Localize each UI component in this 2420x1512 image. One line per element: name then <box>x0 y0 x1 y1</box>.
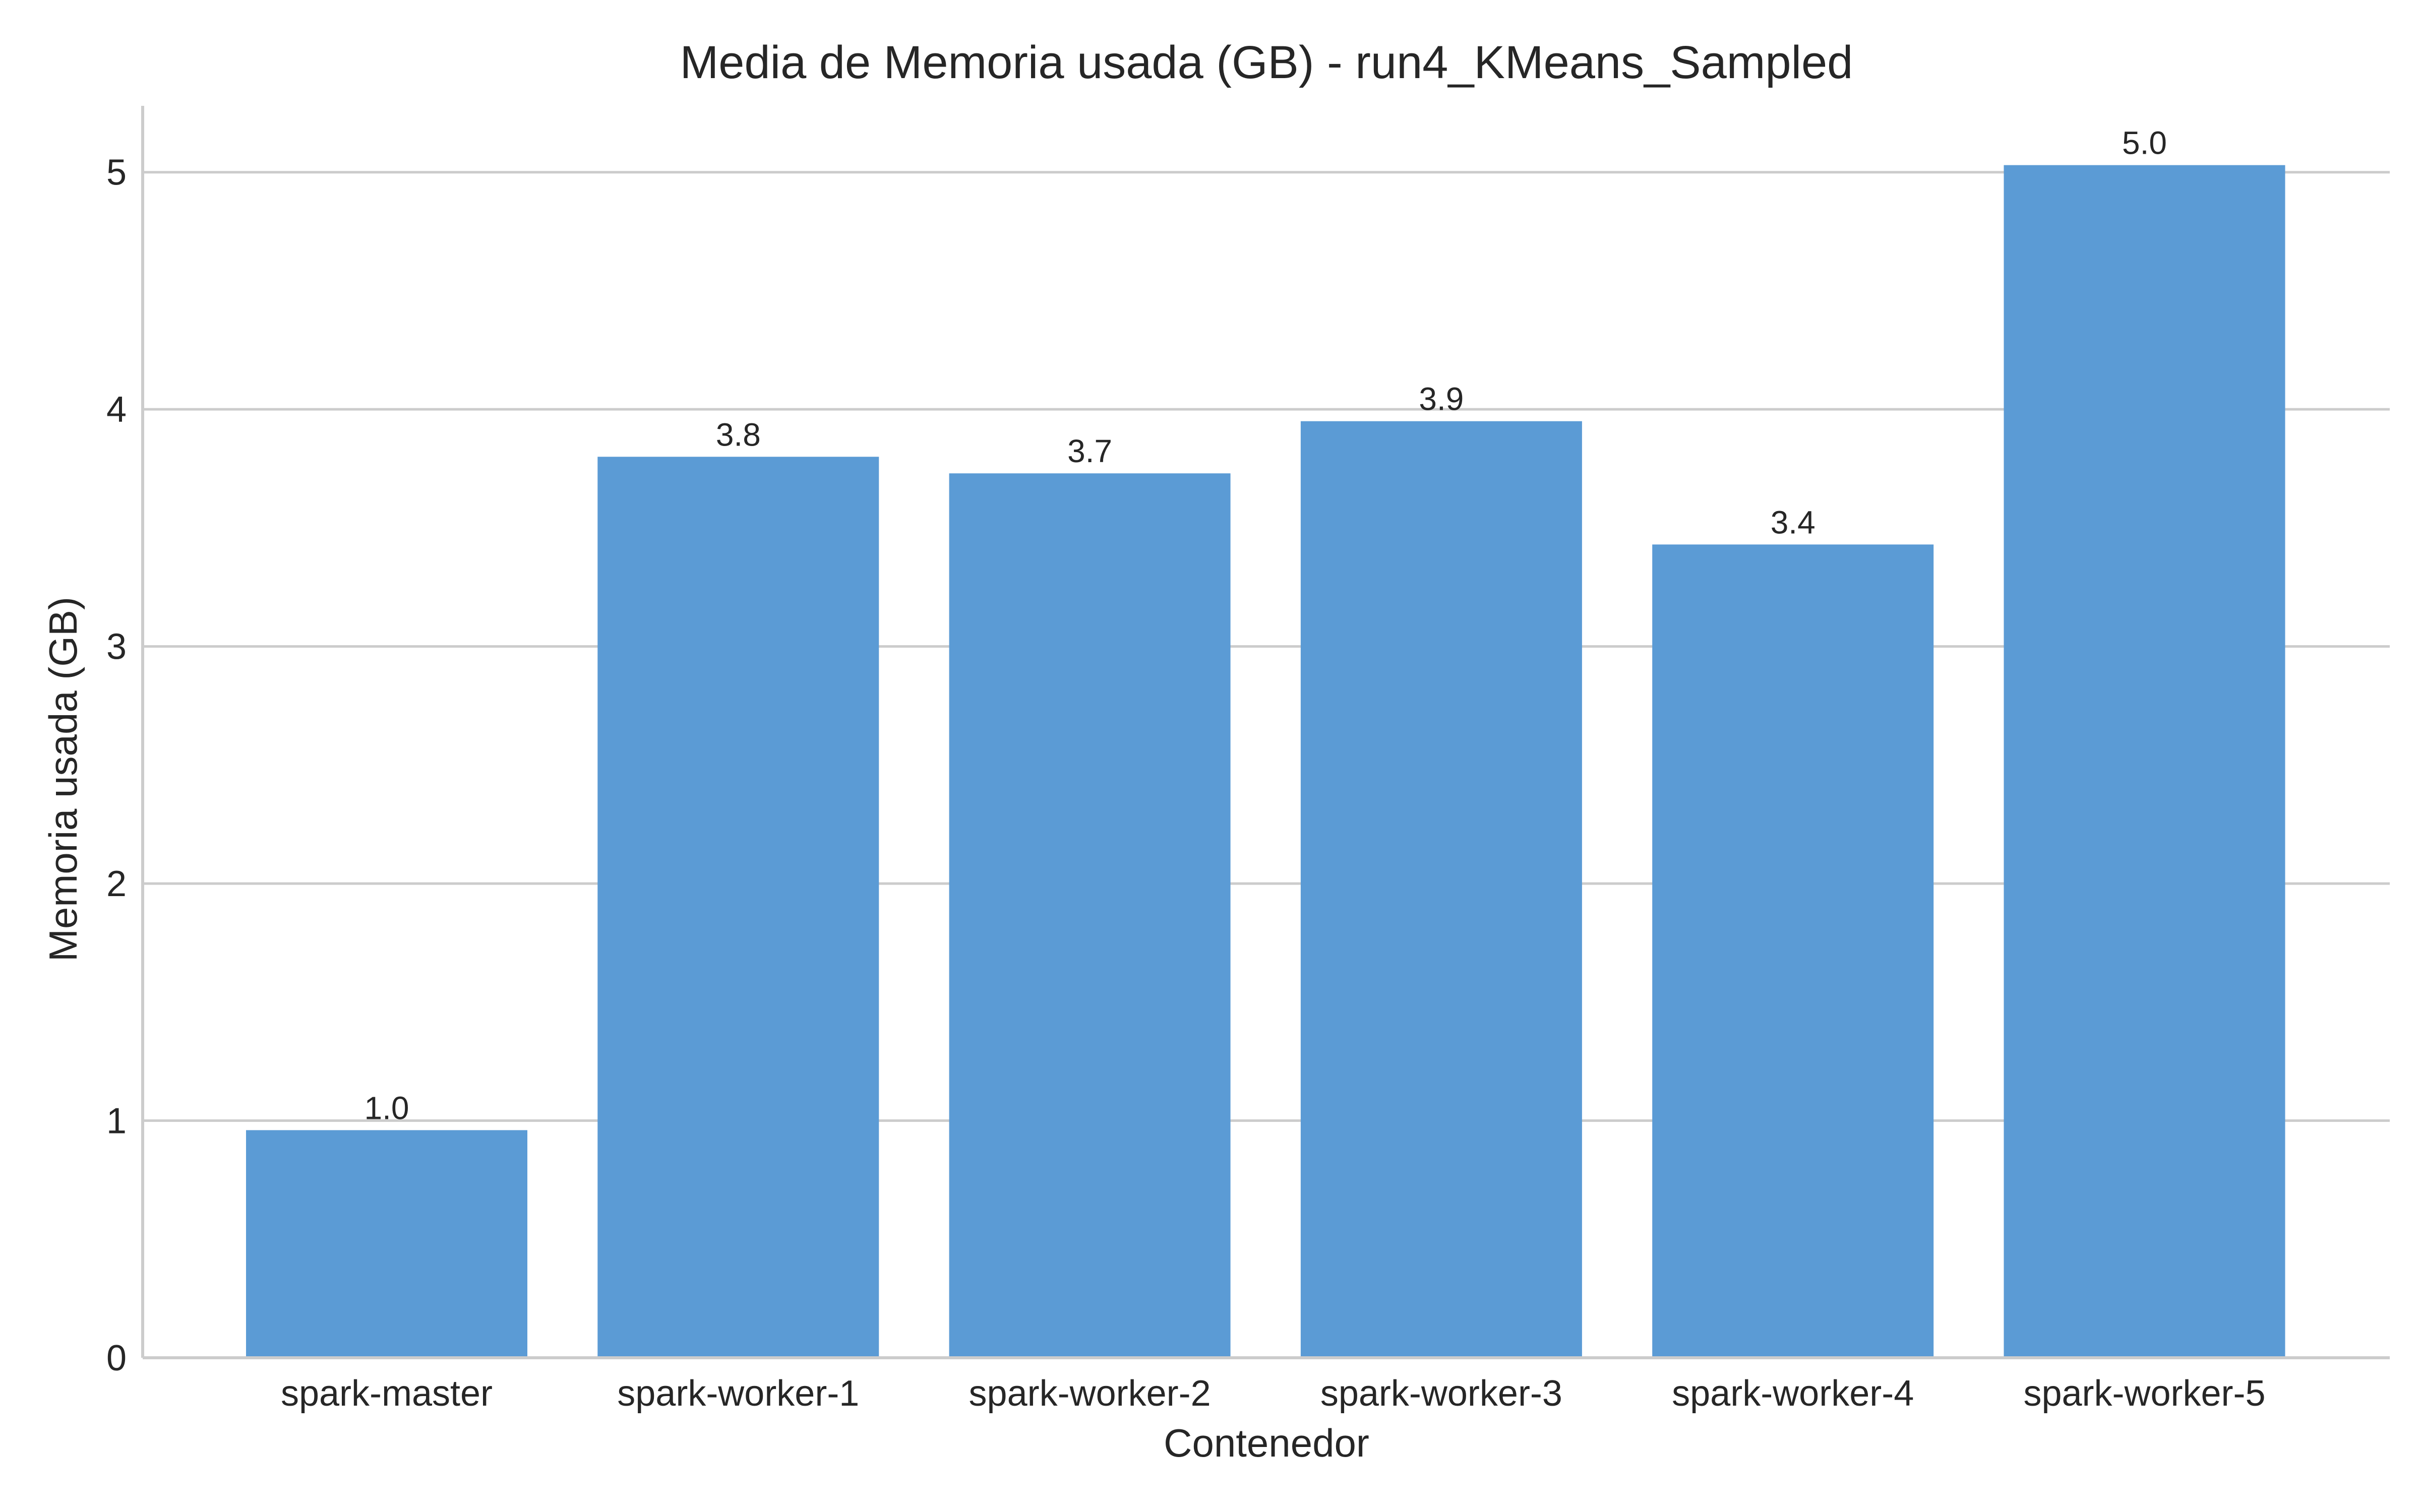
x-tick-label: spark-worker-3 <box>1320 1373 1562 1414</box>
x-axis-label: Contenedor <box>1164 1421 1369 1465</box>
x-tick-label: spark-worker-2 <box>969 1373 1211 1414</box>
bar-value-label: 5.0 <box>2122 125 2167 161</box>
y-tick-label: 2 <box>106 864 127 904</box>
x-tick-label: spark-worker-5 <box>2023 1373 2265 1414</box>
x-tick-label: spark-master <box>281 1373 493 1414</box>
bars <box>246 165 2285 1358</box>
bar-value-label: 1.0 <box>365 1090 409 1126</box>
y-tick-labels: 0 1 2 3 4 5 <box>106 153 127 1378</box>
bar <box>2004 165 2285 1358</box>
bar <box>1300 421 1582 1358</box>
y-tick-label: 3 <box>106 627 127 667</box>
y-tick-label: 4 <box>106 390 127 430</box>
y-tick-label: 0 <box>106 1338 127 1378</box>
chart-title: Media de Memoria usada (GB) - run4_KMean… <box>680 37 1853 88</box>
bar-value-label: 3.7 <box>1067 433 1112 469</box>
data-labels: 1.0 3.8 3.7 3.9 3.4 5.0 <box>365 125 2167 1126</box>
bar-value-label: 3.9 <box>1419 381 1464 417</box>
x-tick-label: spark-worker-4 <box>1672 1373 1914 1414</box>
axes <box>141 106 2390 1359</box>
y-axis-label: Memoria usada (GB) <box>41 597 85 962</box>
bar-value-label: 3.4 <box>1771 504 1816 540</box>
bar-value-label: 3.8 <box>716 416 761 453</box>
x-tick-label: spark-worker-1 <box>617 1373 859 1414</box>
bar <box>246 1130 527 1358</box>
bar <box>1652 544 1934 1358</box>
y-tick-label: 5 <box>106 153 127 193</box>
bar <box>597 457 879 1358</box>
x-tick-labels: spark-master spark-worker-1 spark-worker-2… <box>281 1373 2266 1414</box>
y-tick-label: 1 <box>106 1101 127 1142</box>
bar <box>949 473 1231 1358</box>
